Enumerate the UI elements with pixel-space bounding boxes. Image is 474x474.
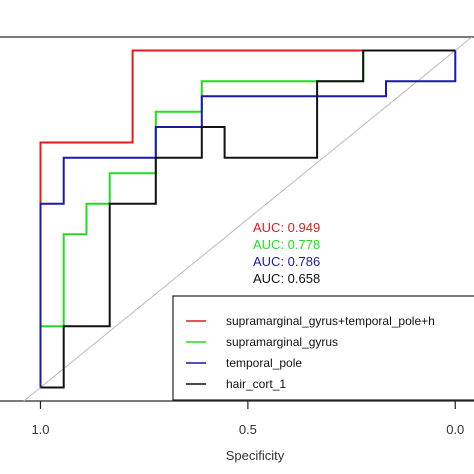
x-axis-title: Specificity [226, 448, 285, 463]
legend-box [172, 295, 474, 401]
roc-curve-4 [40, 49, 456, 389]
legend-entry-1: supramarginal_gyrus+temporal_pole+h [226, 314, 435, 328]
legend: supramarginal_gyrus+temporal_pole+hsupra… [172, 295, 474, 401]
legend-entry-2: supramarginal_gyrus [226, 335, 338, 349]
roc-curve-2 [39, 49, 456, 388]
roc-curve-3 [39, 50, 457, 388]
legend-entry-3: temporal_pole [226, 356, 302, 370]
auc-label-2: AUC: 0.778 [253, 237, 320, 252]
plot-area [0, 36, 474, 402]
x-tick-label-3: 0.0 [446, 422, 464, 437]
auc-label-1: AUC: 0.949 [253, 220, 320, 235]
auc-label-3: AUC: 0.786 [253, 254, 320, 269]
x-tick-label-2: 0.5 [239, 422, 257, 437]
auc-labels: AUC: 0.949 AUC: 0.778 AUC: 0.786 AUC: 0.658 [253, 220, 320, 286]
plot-border [0, 36, 474, 402]
roc-curve-1 [39, 49, 456, 388]
auc-label-4: AUC: 0.658 [253, 271, 320, 286]
x-tick-label-1: 1.0 [31, 422, 49, 437]
legend-entry-4: hair_cort_1 [226, 377, 286, 391]
diagonal-reference-line [23, 37, 473, 401]
x-axis: 1.0 0.5 0.0 [31, 401, 464, 437]
